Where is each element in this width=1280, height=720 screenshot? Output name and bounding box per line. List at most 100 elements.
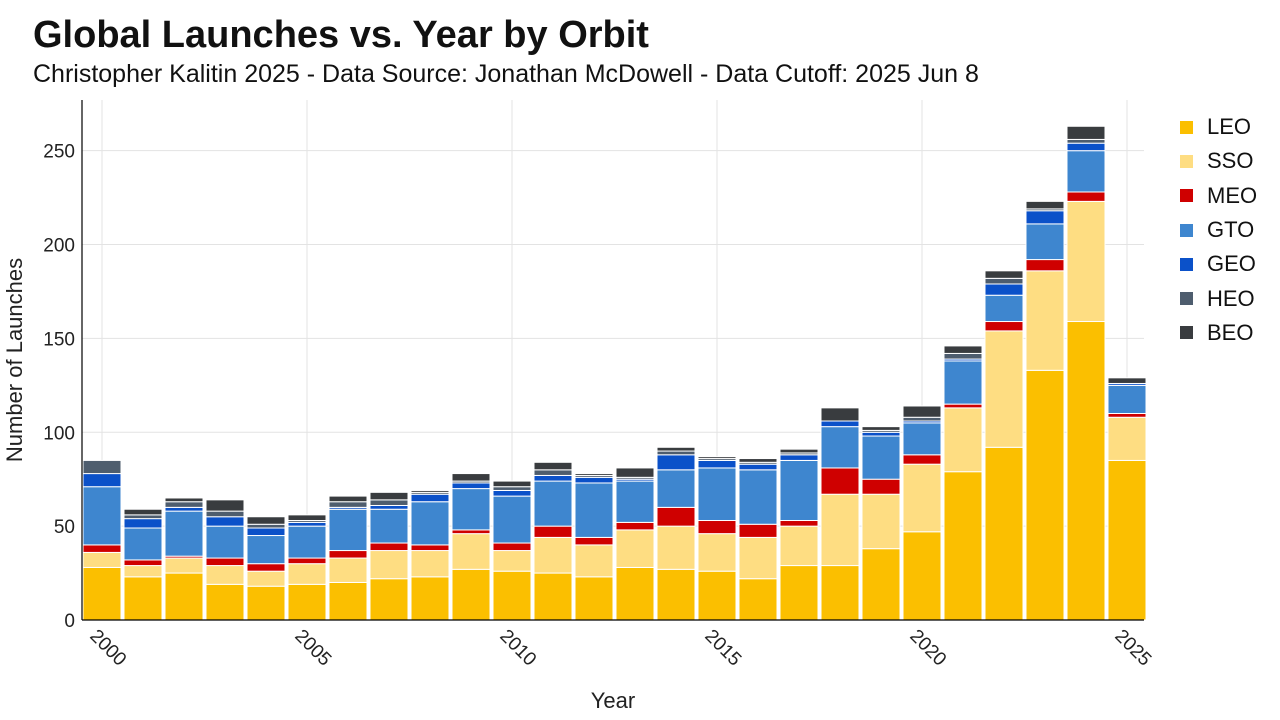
bars <box>82 125 1147 621</box>
bar-meo-2001 <box>123 559 163 567</box>
bar-beo-2003 <box>205 499 245 512</box>
legend-label: GEO <box>1207 251 1256 277</box>
bar-gto-2007 <box>369 508 409 544</box>
bar-leo-2004 <box>246 585 286 621</box>
bar-sso-2024 <box>1066 200 1106 323</box>
bar-gto-2002 <box>164 510 204 557</box>
bar-geo-2008 <box>410 493 450 503</box>
bar-gto-2000 <box>82 486 122 546</box>
bar-geo-2024 <box>1066 142 1106 152</box>
bar-beo-2017 <box>779 448 819 454</box>
y-tick-label: 100 <box>43 423 75 444</box>
bar-leo-2010 <box>492 570 532 621</box>
x-tick-label: 2020 <box>905 626 950 671</box>
bar-leo-2022 <box>984 446 1024 621</box>
bar-leo-2003 <box>205 583 245 621</box>
bar-sso-2011 <box>533 536 573 574</box>
legend-item-sso[interactable]: SSO <box>1180 144 1257 178</box>
bar-gto-2025 <box>1107 384 1147 415</box>
bar-beo-2006 <box>328 495 368 503</box>
bar-sso-2021 <box>943 407 983 473</box>
legend-swatch <box>1180 120 1193 134</box>
bar-gto-2021 <box>943 360 983 405</box>
legend-label: SSO <box>1207 148 1254 174</box>
bar-sso-2012 <box>574 544 614 578</box>
bar-beo-2010 <box>492 480 532 488</box>
x-tick-label: 2010 <box>495 626 540 671</box>
bar-beo-2011 <box>533 461 573 471</box>
x-axis-label: Year <box>591 688 635 713</box>
bar-meo-2022 <box>984 321 1024 332</box>
x-tick-label: 2005 <box>290 626 335 671</box>
y-tick-label: 0 <box>64 611 75 632</box>
bar-geo-2009 <box>451 482 491 490</box>
bar-gto-2014 <box>656 469 696 508</box>
bar-sso-2006 <box>328 557 368 583</box>
bar-leo-2014 <box>656 568 696 621</box>
bar-meo-2008 <box>410 544 450 552</box>
bar-gto-2013 <box>615 480 655 523</box>
bar-heo-2007 <box>369 499 409 506</box>
bar-beo-2024 <box>1066 125 1106 140</box>
bar-sso-2005 <box>287 563 327 585</box>
bar-sso-2016 <box>738 536 778 580</box>
legend-item-gto[interactable]: GTO <box>1180 213 1257 247</box>
bar-meo-2012 <box>574 536 614 546</box>
legend-label: GTO <box>1207 217 1255 243</box>
legend-swatch <box>1180 257 1193 271</box>
bar-beo-2013 <box>615 467 655 478</box>
bar-sso-2022 <box>984 330 1024 448</box>
bar-sso-2007 <box>369 550 409 580</box>
bar-beo-2023 <box>1025 200 1065 210</box>
bar-gto-2011 <box>533 480 573 527</box>
legend-swatch <box>1180 154 1193 168</box>
legend-item-leo[interactable]: LEO <box>1180 110 1257 144</box>
bar-meo-2000 <box>82 544 122 553</box>
bar-geo-2018 <box>820 420 860 428</box>
bar-beo-2004 <box>246 516 286 525</box>
bar-gto-2010 <box>492 495 532 544</box>
bar-leo-2006 <box>328 581 368 621</box>
y-tick-label: 150 <box>43 329 75 350</box>
legend-item-meo[interactable]: MEO <box>1180 179 1257 213</box>
legend-item-geo[interactable]: GEO <box>1180 247 1257 281</box>
bar-geo-2010 <box>492 489 532 497</box>
bar-leo-2000 <box>82 566 122 621</box>
bar-leo-2019 <box>861 548 901 621</box>
bar-gto-2008 <box>410 501 450 546</box>
bar-beo-2025 <box>1107 377 1147 384</box>
legend-swatch <box>1180 292 1193 306</box>
bar-geo-2012 <box>574 476 614 484</box>
bar-gto-2019 <box>861 435 901 480</box>
bar-meo-2014 <box>656 506 696 527</box>
bar-sso-2001 <box>123 565 163 578</box>
bar-gto-2015 <box>697 467 737 522</box>
bar-gto-2004 <box>246 535 286 565</box>
chart-subtitle: Christopher Kalitin 2025 - Data Source: … <box>33 60 979 88</box>
bar-geo-2017 <box>779 454 819 461</box>
bar-geo-2003 <box>205 516 245 527</box>
bar-geo-2023 <box>1025 210 1065 225</box>
bar-sso-2013 <box>615 529 655 568</box>
bar-leo-2013 <box>615 566 655 621</box>
legend-item-heo[interactable]: HEO <box>1180 281 1257 315</box>
bar-beo-2016 <box>738 458 778 463</box>
legend-label: BEO <box>1207 319 1254 345</box>
bar-beo-2008 <box>410 489 450 493</box>
bar-beo-2009 <box>451 473 491 482</box>
bar-geo-2007 <box>369 504 409 510</box>
bar-geo-2016 <box>738 463 778 471</box>
bar-sso-2010 <box>492 550 532 572</box>
bar-geo-2004 <box>246 527 286 537</box>
bar-heo-2002 <box>164 501 204 508</box>
bar-sso-2009 <box>451 533 491 570</box>
legend-item-beo[interactable]: BEO <box>1180 316 1257 350</box>
bar-sso-2000 <box>82 551 122 568</box>
bar-geo-2022 <box>984 283 1024 296</box>
bar-leo-2011 <box>533 572 573 621</box>
bar-meo-2006 <box>328 550 368 559</box>
bar-leo-2008 <box>410 576 450 621</box>
bar-leo-2021 <box>943 471 983 621</box>
bar-meo-2021 <box>943 403 983 409</box>
legend: LEO SSO MEO GTO GEO HEO BEO <box>1180 110 1257 350</box>
